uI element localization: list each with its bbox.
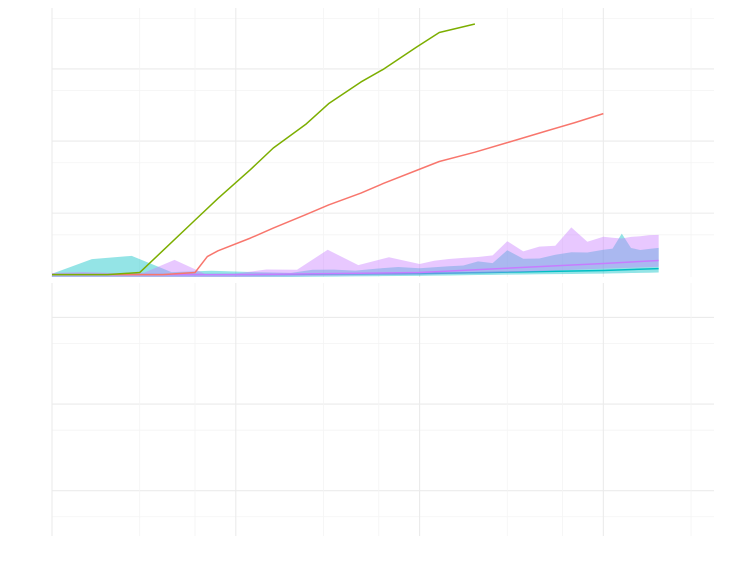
band-TRE-match: [52, 227, 659, 277]
panel-kilobytes-bg: [52, 8, 714, 277]
median-line-linear-replacement: [52, 23, 476, 276]
grid-seconds: [51, 283, 714, 536]
median-line-constant-replacement: [52, 112, 604, 276]
panel-seconds-bg: [52, 283, 714, 536]
data-kilobytes: [52, 23, 659, 277]
median-line-TRE-match: [52, 259, 659, 276]
band-PCRE-match: [52, 233, 659, 277]
series-linear-replacement: [52, 23, 476, 276]
series-constant-replacement: [52, 112, 604, 276]
series-TRE-match: [52, 227, 659, 277]
grid-kilobytes: [51, 8, 714, 277]
